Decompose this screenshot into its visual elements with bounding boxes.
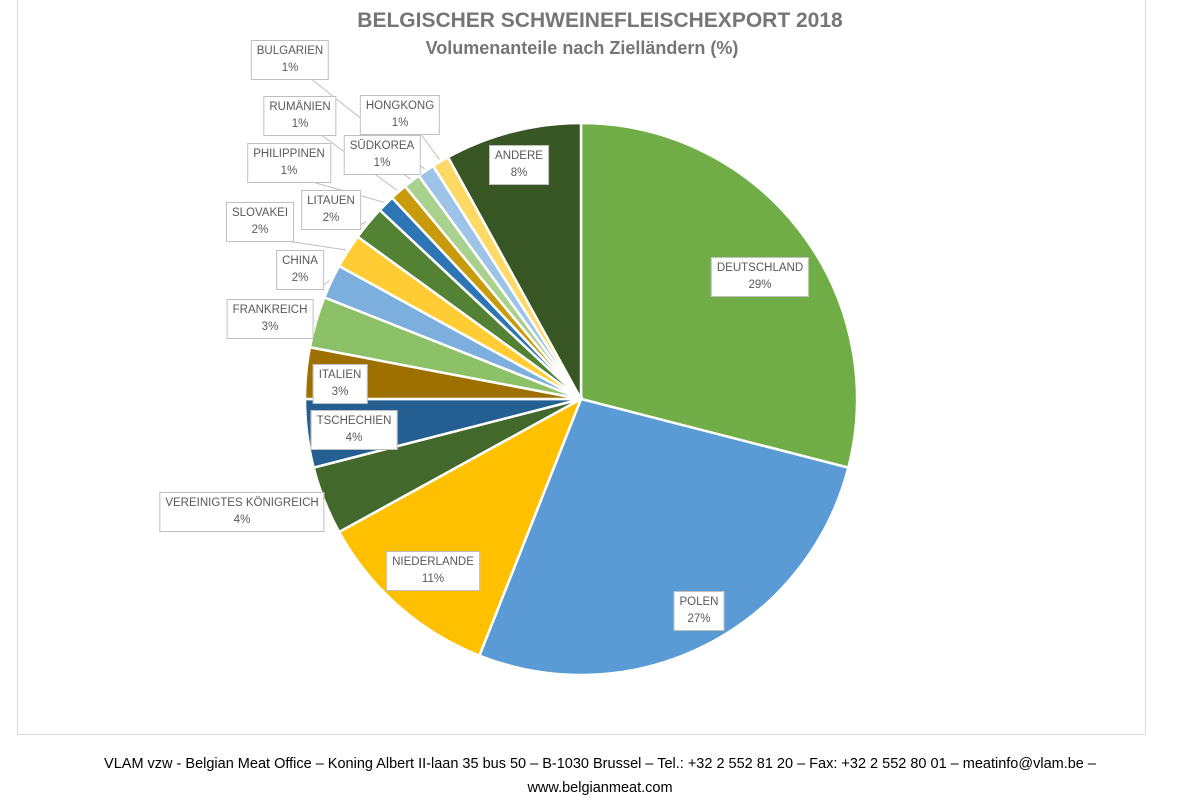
data-label-value: 2%: [322, 212, 340, 224]
data-label-value: 1%: [280, 165, 298, 177]
data-label-value: 8%: [510, 167, 528, 179]
data-label-name: VEREINIGTES KÖNIGREICH: [165, 497, 319, 509]
data-label-name: SÜDKOREA: [349, 140, 415, 152]
data-label: BULGARIEN 1%: [250, 40, 330, 80]
data-label: HONGKONG 1%: [359, 95, 441, 135]
data-label-value: 4%: [233, 514, 251, 526]
chart-title: BELGISCHER SCHWEINEFLEISCHEXPORT 2018: [357, 9, 843, 32]
data-label: ANDERE 8%: [489, 145, 549, 185]
data-label: VEREINIGTES KÖNIGREICH 4%: [159, 492, 325, 532]
data-label-value: 2%: [251, 224, 269, 236]
data-label-value: 29%: [748, 279, 772, 291]
pie-slice-polen: [477, 397, 850, 677]
data-label-name: HONGKONG: [365, 100, 435, 112]
data-label: TSCHECHIEN 4%: [310, 410, 398, 450]
data-label-value: 2%: [291, 272, 309, 284]
data-label-name: TSCHECHIEN: [316, 415, 392, 427]
chart-frame: [17, 0, 1146, 735]
leader-line: [419, 132, 440, 161]
data-label: ITALIEN 3%: [312, 364, 368, 404]
data-label-name: POLEN: [679, 596, 719, 608]
data-label-name: BULGARIEN: [256, 45, 324, 57]
data-label-value: 1%: [281, 62, 299, 74]
data-label-value: 3%: [331, 386, 349, 398]
data-label-value: 1%: [373, 157, 391, 169]
data-label: CHINA 2%: [276, 250, 324, 290]
data-label-value: 27%: [687, 613, 711, 625]
pie-slice-niederlande: [337, 396, 584, 658]
data-label: SLOVAKEI 2%: [225, 202, 295, 242]
data-label-value: 11%: [421, 573, 445, 585]
data-label-name: CHINA: [282, 255, 318, 267]
data-label: LITAUEN 2%: [301, 190, 361, 230]
data-label-name: ANDERE: [495, 150, 543, 162]
data-label-value: 1%: [391, 117, 409, 129]
data-label: POLEN 27%: [673, 591, 725, 631]
data-label: FRANKREICH 3%: [226, 299, 314, 339]
data-label-value: 1%: [291, 118, 309, 130]
data-label-value: 3%: [261, 321, 279, 333]
data-label: DEUTSCHLAND 29%: [710, 257, 810, 297]
pie-slice-andere: [446, 121, 583, 400]
footer-website: www.belgianmeat.com: [527, 780, 673, 796]
data-label: RUMÄNIEN 1%: [263, 96, 337, 136]
footer-contact: VLAM vzw - Belgian Meat Office – Koning …: [104, 756, 1096, 772]
data-label-value: 4%: [345, 432, 363, 444]
data-label: PHILIPPINEN 1%: [247, 143, 331, 183]
data-label-name: RUMÄNIEN: [269, 101, 331, 113]
data-label-name: LITAUEN: [307, 195, 355, 207]
data-label-name: FRANKREICH: [232, 304, 308, 316]
data-label: SÜDKOREA 1%: [343, 135, 421, 175]
footer: VLAM vzw - Belgian Meat Office – Koning …: [0, 752, 1200, 800]
chart-subtitle: Volumenanteile nach Zielländern (%): [425, 38, 739, 58]
data-label-name: SLOVAKEI: [231, 207, 289, 219]
data-label-name: ITALIEN: [318, 369, 362, 381]
data-label-name: DEUTSCHLAND: [716, 262, 804, 274]
data-label-name: PHILIPPINEN: [253, 148, 325, 160]
data-label: NIEDERLANDE 11%: [386, 551, 480, 591]
data-label-name: NIEDERLANDE: [392, 556, 474, 568]
